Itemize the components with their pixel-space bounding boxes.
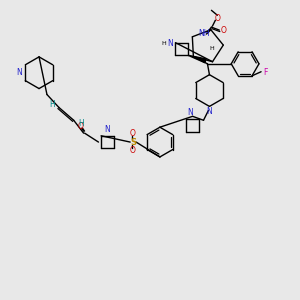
Text: H: H xyxy=(78,119,83,128)
Text: N: N xyxy=(16,68,22,77)
Text: H: H xyxy=(209,46,214,51)
Text: O: O xyxy=(78,122,84,131)
Text: H: H xyxy=(49,100,55,109)
Text: O: O xyxy=(220,26,226,34)
Text: N: N xyxy=(167,40,173,49)
Polygon shape xyxy=(188,55,206,63)
Text: S: S xyxy=(130,138,136,147)
Text: F: F xyxy=(263,68,267,77)
Text: O: O xyxy=(129,146,135,155)
Text: NH: NH xyxy=(199,28,210,38)
Text: H: H xyxy=(161,41,166,46)
Text: O: O xyxy=(129,129,135,138)
Text: O: O xyxy=(214,14,220,23)
Text: N: N xyxy=(188,108,194,117)
Text: N: N xyxy=(104,125,110,134)
Text: N: N xyxy=(207,107,212,116)
